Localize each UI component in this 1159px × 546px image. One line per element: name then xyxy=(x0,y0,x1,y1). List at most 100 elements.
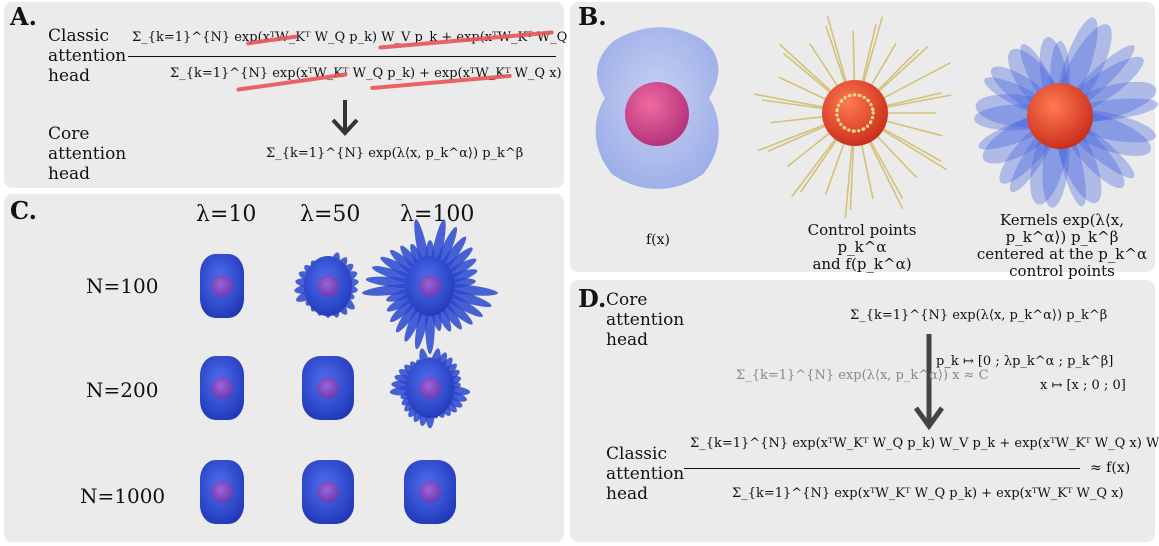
panel-a-classic-label: Classic attention head xyxy=(48,26,127,86)
control-point-dot xyxy=(862,95,866,99)
control-point-dot xyxy=(870,115,875,120)
row-header-n-200: N=200 xyxy=(86,378,159,402)
control-point-spike xyxy=(884,94,952,109)
panel-d-down-arrow xyxy=(913,334,945,431)
control-point-spike xyxy=(880,61,951,100)
control-point-spike xyxy=(849,142,855,210)
panel-d-core-expr: Σ_{k=1}^{N} exp(λ⟨x, p_k^α⟩) p_k^β xyxy=(850,308,1108,323)
control-point-spike xyxy=(824,140,846,196)
shape-grid xyxy=(200,219,498,524)
panel-a-down-arrow xyxy=(331,100,359,136)
control-point-dot xyxy=(871,108,875,112)
panel-d-approx-fx: ≈ f(x) xyxy=(1090,460,1131,476)
panel-b-cap1: f(x) xyxy=(646,232,671,248)
shape-core xyxy=(317,275,339,297)
kernels-image xyxy=(974,17,1159,208)
control-point-dot xyxy=(836,103,841,107)
control-point-spike xyxy=(867,139,904,210)
control-point-dot xyxy=(852,93,857,97)
control-point-dot xyxy=(842,125,846,130)
panel-d-map-p: p_k ↦ [0 ; λp_k^α ; p_k^β] xyxy=(936,354,1114,369)
control-point-spike xyxy=(825,25,847,86)
col-header-lambda-100: λ=100 xyxy=(400,202,475,227)
control-point-spike xyxy=(783,52,833,95)
control-point-spike xyxy=(883,119,943,137)
control-point-dot xyxy=(835,113,839,117)
panel-d xyxy=(570,280,1155,542)
control-point-spike xyxy=(874,133,917,178)
control-point-dot xyxy=(868,120,873,125)
control-point-dot xyxy=(835,108,839,112)
col-header-lambda-10: λ=10 xyxy=(196,202,257,227)
control-point-spike xyxy=(883,91,942,108)
row-header-n-100: N=100 xyxy=(86,274,159,298)
shape-core xyxy=(419,275,441,297)
control-point-spike xyxy=(826,15,848,85)
control-point-spike xyxy=(757,122,828,152)
control-point-dot xyxy=(839,122,843,126)
control-point-dot xyxy=(843,96,847,100)
fx-blob-image xyxy=(595,27,719,189)
shape-core xyxy=(317,377,339,399)
control-point-spike xyxy=(880,126,942,162)
control-point-spike xyxy=(791,136,838,198)
control-point-dot xyxy=(871,111,875,115)
shape-core xyxy=(419,377,441,399)
control-point-spike xyxy=(770,115,826,124)
control-point-spike xyxy=(875,48,920,93)
control-point-spike xyxy=(779,43,834,94)
shape-core xyxy=(211,481,233,503)
control-points-image xyxy=(753,15,952,219)
panel-d-map-x: x ↦ [x ; 0 ; 0] xyxy=(1040,378,1126,393)
panel-b-cap2: Control points p_k^α and f(p_k^α) xyxy=(807,221,917,273)
control-point-spike xyxy=(869,42,897,88)
control-point-dot xyxy=(858,93,862,98)
control-point-spike xyxy=(861,24,877,85)
control-point-spike xyxy=(862,16,884,85)
control-point-dot xyxy=(851,129,855,133)
row-header-n-1000: N=1000 xyxy=(80,484,166,508)
control-point-dot xyxy=(861,127,865,131)
control-point-spike xyxy=(787,130,833,167)
control-point-spike xyxy=(860,141,874,200)
col-header-lambda-50: λ=50 xyxy=(300,202,361,227)
panel-d-denominator: Σ_{k=1}^{N} exp(xᵀW_Kᵀ W_Q p_k) + exp(xᵀ… xyxy=(732,486,1124,501)
panel-b-label: B. xyxy=(578,2,607,31)
panel-d-classic-label: Classic attention head xyxy=(606,444,685,504)
control-point-spike xyxy=(767,124,829,152)
control-point-dot xyxy=(839,99,844,103)
control-point-spike xyxy=(852,31,856,84)
shape-core xyxy=(211,275,233,297)
panel-c-label: C. xyxy=(10,196,38,225)
control-point-spike xyxy=(778,76,829,102)
control-point-dot xyxy=(866,99,871,103)
control-point-dot xyxy=(865,124,870,128)
panel-d-core-label: Core attention head xyxy=(606,290,685,350)
control-point-dot xyxy=(857,129,861,133)
shape-core xyxy=(419,481,441,503)
panel-d-label: D. xyxy=(578,284,607,313)
panel-a-fraction-bar xyxy=(128,56,556,58)
panel-a-core-expr: Σ_{k=1}^{N} exp(λ⟨x, p_k^α⟩) p_k^β xyxy=(266,146,524,161)
panel-a-label: A. xyxy=(10,2,37,31)
control-point-spike xyxy=(868,138,904,200)
control-point-dot xyxy=(869,102,873,107)
panel-d-approx-expr: Σ_{k=1}^{N} exp(λ⟨x, p_k^α⟩) x ≈ C xyxy=(736,368,989,383)
panel-d-fraction-bar xyxy=(684,468,1080,470)
panel-a xyxy=(4,2,564,188)
control-point-spike xyxy=(844,142,854,219)
shape-core xyxy=(317,481,339,503)
panel-b-cap3: Kernels exp(λ⟨x, p_k^α⟩) p_k^β centered … xyxy=(976,211,1148,280)
control-point-spike xyxy=(879,127,948,171)
control-point-spike xyxy=(876,45,929,94)
panel-d-numerator: Σ_{k=1}^{N} exp(xᵀW_Kᵀ W_Q p_k) W_V p_k … xyxy=(690,436,1159,451)
panel-a-numerator: Σ_{k=1}^{N} exp(xᵀW_Kᵀ W_Q p_k) W_V p_k … xyxy=(132,30,629,45)
control-point-spike xyxy=(799,137,839,193)
control-point-dot xyxy=(848,93,852,98)
control-point-spike xyxy=(753,93,826,109)
shape-core xyxy=(211,377,233,399)
panel-a-core-label: Core attention head xyxy=(48,124,127,184)
control-point-dot xyxy=(836,117,840,122)
control-point-spike xyxy=(809,42,840,89)
control-point-dot xyxy=(847,128,851,132)
